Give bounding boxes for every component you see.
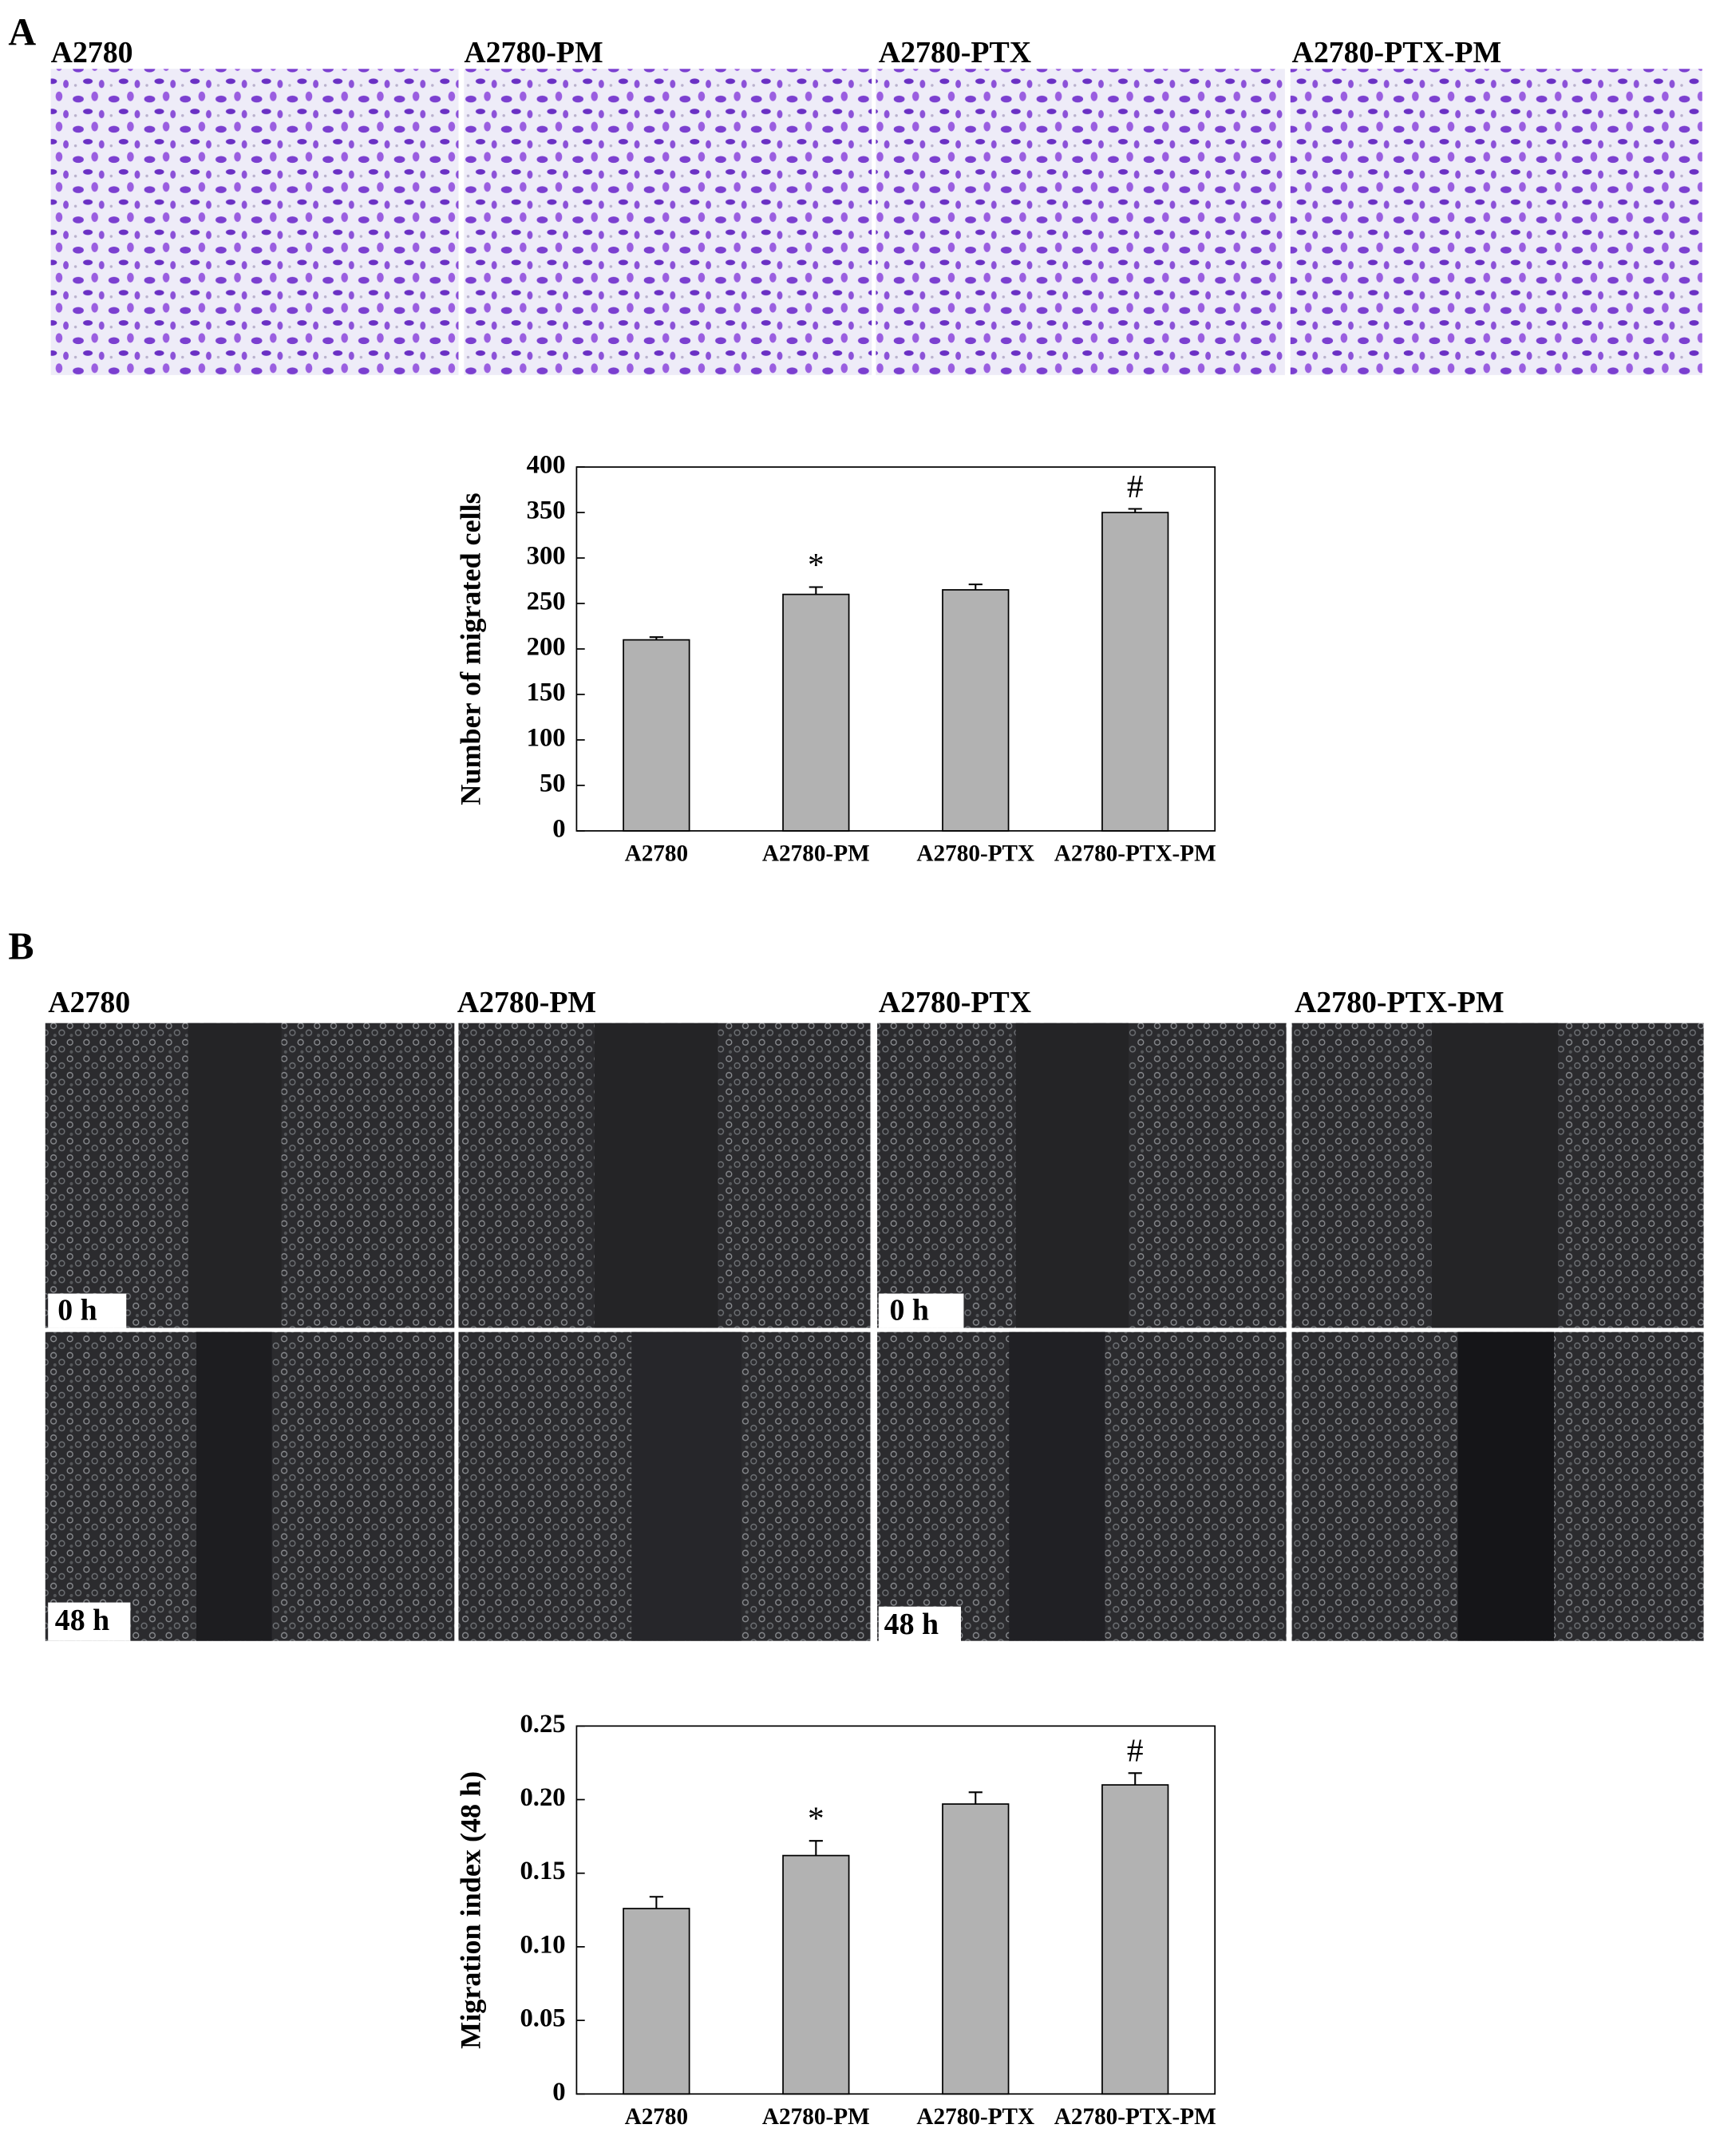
y-tick-label: 100: [527, 723, 566, 752]
y-tick-label: 350: [527, 496, 566, 525]
bar: [623, 639, 690, 832]
image-title: A2780-PTX-PM: [1292, 36, 1502, 69]
micrograph: [876, 69, 1285, 375]
image-title: A2780-PTX: [879, 36, 1031, 69]
bar: [942, 589, 1010, 832]
y-axis-title: Migration index (48 h): [455, 1771, 487, 2049]
y-tick-label: 150: [527, 678, 566, 706]
label-box: [878, 1293, 964, 1328]
bar: [942, 1803, 1010, 2095]
bar: [782, 1854, 850, 2095]
x-tick-label: A2780-PM: [762, 841, 870, 867]
scratch-gap: [631, 1331, 741, 1641]
scratch-gap: [594, 1023, 718, 1328]
x-tick-label: A2780-PTX-PM: [1054, 841, 1216, 867]
micrograph: [1290, 69, 1702, 375]
y-tick-label: 0: [552, 2078, 565, 2107]
significance-marker: #: [1127, 1732, 1144, 1769]
plot-frame: [575, 1725, 1216, 2095]
significance-marker: *: [808, 546, 824, 583]
image-title: A2780-PTX-PM: [1295, 986, 1504, 1019]
x-tick-label: A2780-PTX: [916, 2104, 1034, 2130]
plot-frame: [575, 466, 1216, 832]
time-label: 0 h: [890, 1293, 929, 1327]
significance-marker: #: [1127, 468, 1144, 504]
x-tick-label: A2780-PM: [762, 2104, 870, 2130]
bar: [1101, 1784, 1169, 2095]
image-title: A2780-PTX: [879, 986, 1031, 1019]
image-title: A2780: [51, 36, 133, 69]
y-tick-label: 200: [527, 633, 566, 662]
y-tick-label: 50: [540, 769, 566, 797]
y-tick-label: 0.15: [520, 1857, 565, 1885]
bar: [1101, 512, 1169, 832]
y-tick-label: 0.25: [520, 1710, 565, 1739]
x-tick-label: A2780: [625, 2104, 689, 2130]
time-label: 48 h: [55, 1604, 109, 1637]
significance-marker: *: [808, 1800, 824, 1837]
time-label: 0 h: [57, 1293, 97, 1327]
scratch-gap: [196, 1331, 272, 1641]
image-title: A2780-PM: [457, 986, 596, 1019]
y-tick-label: 300: [527, 542, 566, 571]
bar: [623, 1908, 690, 2095]
y-tick-label: 250: [527, 587, 566, 616]
scratch-gap: [188, 1023, 282, 1328]
panel-a-images: [50, 69, 1702, 375]
y-tick-label: 0.10: [520, 1930, 565, 1959]
panel-b-images: [45, 1023, 1704, 1645]
bar: [782, 593, 850, 832]
label-box: [48, 1602, 131, 1641]
x-tick-label: A2780: [625, 841, 689, 867]
x-tick-label: A2780-PTX: [916, 841, 1034, 867]
time-label: 48 h: [884, 1608, 939, 1641]
scratch-gap: [1009, 1331, 1105, 1641]
panel-letter: A: [8, 11, 36, 53]
scratch-gap: [1457, 1331, 1555, 1641]
y-tick-label: 0.05: [520, 2004, 565, 2033]
scratch-gap: [1015, 1023, 1129, 1328]
image-title: A2780: [48, 986, 130, 1019]
y-tick-label: 0: [552, 814, 565, 843]
label-box: [48, 1293, 127, 1328]
micrograph: [464, 69, 872, 375]
label-box: [878, 1606, 961, 1645]
y-axis-title: Number of migrated cells: [455, 493, 487, 805]
x-tick-label: A2780-PTX-PM: [1054, 2104, 1216, 2130]
micrograph: [50, 69, 459, 375]
panel-letter: B: [8, 926, 34, 968]
image-title: A2780-PM: [464, 36, 603, 69]
y-tick-label: 400: [527, 451, 566, 480]
y-tick-label: 0.20: [520, 1783, 565, 1812]
scratch-gap: [1431, 1023, 1559, 1328]
